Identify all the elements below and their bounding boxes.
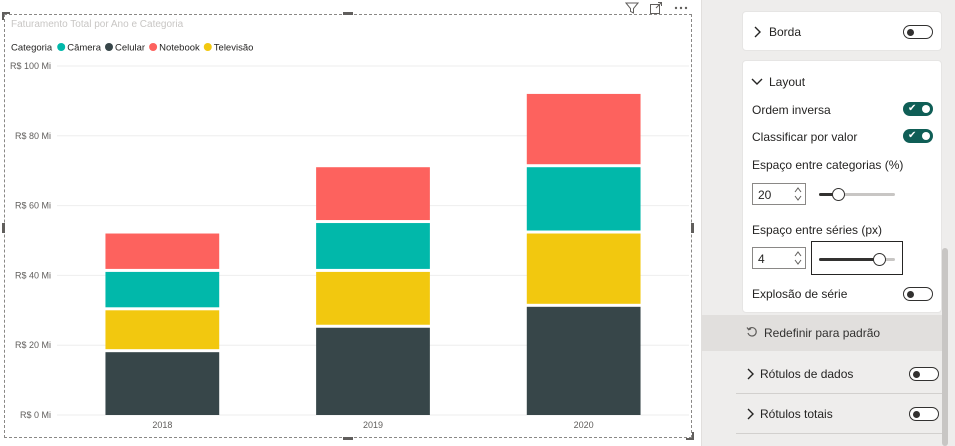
bar-televisão-2020[interactable]: [526, 233, 641, 304]
rotulos-totais-toggle[interactable]: [909, 407, 939, 421]
y-tick-label: R$ 0 Mi: [20, 410, 51, 420]
rotulos-dados-label: Rótulos de dados: [760, 367, 854, 381]
classificar-toggle[interactable]: ✔: [903, 129, 933, 143]
classificar-label: Classificar por valor: [752, 130, 858, 144]
bars: [105, 93, 641, 415]
espaco-series-input[interactable]: 4: [752, 247, 806, 269]
divider: [736, 393, 944, 394]
legend-marker: [57, 43, 66, 51]
legend-marker: [105, 43, 113, 51]
bar-celular-2018[interactable]: [105, 352, 220, 415]
bar-celular-2020[interactable]: [526, 306, 641, 415]
x-tick-label: 2020: [574, 420, 594, 430]
espaco-series-label: Espaço entre séries (px): [752, 223, 883, 237]
y-axis: R$ 0 Mi R$ 20 Mi R$ 40 Mi R$ 60 Mi R$ 80 Mi R…: [10, 61, 51, 420]
chevron-right-icon[interactable]: [751, 25, 765, 39]
legend: Categoria Câmera Celular Notebook Televisão: [11, 43, 253, 54]
bar-notebook-2019[interactable]: [316, 167, 430, 221]
bar-notebook-2020[interactable]: [526, 93, 641, 165]
y-tick-label: R$ 100 Mi: [10, 61, 51, 71]
x-axis: 2018 2019 2020: [152, 420, 593, 430]
resize-handle-left[interactable]: [2, 223, 5, 233]
y-tick-label: R$ 60 Mi: [15, 201, 51, 211]
rotulos-dados-toggle[interactable]: [909, 367, 939, 381]
legend-item[interactable]: Câmera: [67, 43, 102, 54]
bar-televisão-2019[interactable]: [316, 271, 430, 325]
borda-card[interactable]: Borda: [742, 11, 942, 51]
legend-item[interactable]: Celular: [115, 43, 145, 54]
espaco-categorias-slider-thumb[interactable]: [832, 188, 845, 201]
y-tick-label: R$ 80 Mi: [15, 131, 51, 141]
explosao-label: Explosão de série: [752, 287, 848, 301]
rotulos-totais-label: Rótulos totais: [760, 407, 833, 421]
chart-visual[interactable]: Faturamento Total por Ano e Categoria Ca…: [2, 2, 694, 440]
chevron-right-icon[interactable]: [744, 367, 758, 381]
check-icon: ✔: [908, 103, 917, 114]
format-pane: Borda Layout Ordem inversa ✔ Classificar…: [701, 0, 955, 446]
resize-handle-top[interactable]: [343, 12, 353, 15]
ordem-inversa-toggle[interactable]: ✔: [903, 102, 933, 116]
focus-mode-icon[interactable]: [649, 1, 663, 15]
resize-handle-corner-tl[interactable]: [2, 12, 10, 20]
chart: Faturamento Total por Ano e Categoria Ca…: [10, 19, 689, 430]
espaco-series-slider-thumb[interactable]: [873, 253, 886, 266]
espaco-categorias-input[interactable]: 20: [752, 183, 806, 205]
spin-arrows-icon[interactable]: [793, 185, 803, 203]
visual-header: [625, 1, 689, 15]
redefinir-row[interactable]: Redefinir para padrão: [702, 315, 944, 351]
y-tick-label: R$ 20 Mi: [15, 340, 51, 350]
espaco-categorias-slider[interactable]: [819, 193, 895, 196]
espaco-series-slider-box: [811, 241, 903, 275]
bar-câmera-2019[interactable]: [316, 223, 430, 269]
pane-scrollbar[interactable]: [942, 248, 948, 446]
resize-handle-right[interactable]: [691, 223, 694, 233]
layout-label[interactable]: Layout: [769, 75, 806, 89]
chart-title: Faturamento Total por Ano e Categoria: [11, 19, 184, 30]
legend-item[interactable]: Notebook: [159, 43, 200, 54]
espaco-categorias-label: Espaço entre categorias (%): [752, 158, 904, 172]
spin-arrows-icon[interactable]: [793, 249, 803, 267]
legend-title: Categoria: [11, 43, 53, 54]
x-tick-label: 2019: [363, 420, 383, 430]
bar-notebook-2018[interactable]: [105, 233, 220, 269]
x-tick-label: 2018: [152, 420, 172, 430]
resize-handle-bottom[interactable]: [343, 437, 353, 440]
resize-handle-corner-br[interactable]: [686, 432, 694, 440]
bar-celular-2019[interactable]: [316, 327, 430, 415]
legend-marker: [203, 43, 212, 51]
layout-card: Layout Ordem inversa ✔ Classificar por v…: [742, 60, 942, 313]
rotulos-dados-row[interactable]: Rótulos de dados: [702, 354, 954, 394]
chevron-down-icon[interactable]: [750, 75, 764, 89]
redefinir-label[interactable]: Redefinir para padrão: [764, 326, 881, 340]
legend-marker: [149, 43, 158, 51]
check-icon: ✔: [908, 130, 917, 141]
borda-label: Borda: [769, 25, 802, 39]
legend-item[interactable]: Televisão: [214, 43, 254, 54]
divider: [736, 433, 944, 434]
rotulos-totais-row[interactable]: Rótulos totais: [702, 394, 954, 434]
reset-icon: [746, 327, 757, 337]
borda-toggle[interactable]: [903, 25, 933, 39]
bar-televisão-2018[interactable]: [105, 310, 220, 350]
chevron-right-icon[interactable]: [744, 407, 758, 421]
ordem-inversa-label: Ordem inversa: [752, 103, 831, 117]
bar-câmera-2018[interactable]: [105, 271, 220, 308]
filter-icon[interactable]: [625, 1, 639, 15]
bar-câmera-2020[interactable]: [526, 167, 641, 231]
y-tick-label: R$ 40 Mi: [15, 270, 51, 280]
more-options-icon[interactable]: [673, 1, 689, 15]
explosao-toggle[interactable]: [903, 287, 933, 301]
